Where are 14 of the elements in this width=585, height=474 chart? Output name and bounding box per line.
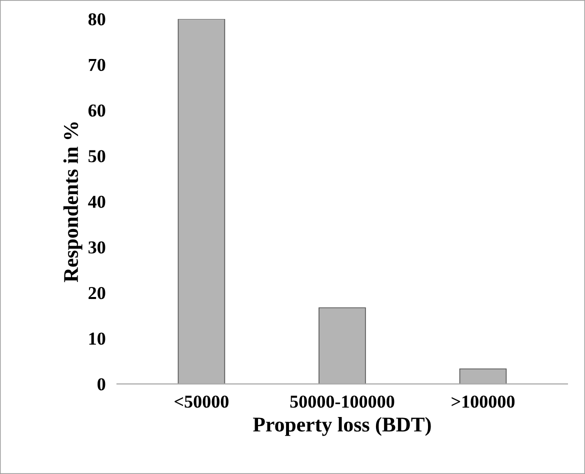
y-tick-label: 40 [88,196,106,208]
y-tick-label: 0 [98,378,106,390]
x-axis-title: Property loss (BDT) [253,416,431,436]
x-tick-label: <50000 [174,396,228,408]
y-tick-label: 20 [88,286,106,300]
y-tick-label: 80 [88,13,106,26]
y-tick-label: 70 [88,58,106,72]
y-tick-label: 50 [88,150,106,162]
x-tick-label: >100000 [452,396,515,408]
y-tick-label: 60 [88,104,106,117]
y-tick-label: 10 [89,332,106,345]
y-tick-label: 30 [88,241,106,254]
x-tick-label: 50000-100000 [290,396,394,408]
y-axis-title: Respondents in % [63,122,82,282]
